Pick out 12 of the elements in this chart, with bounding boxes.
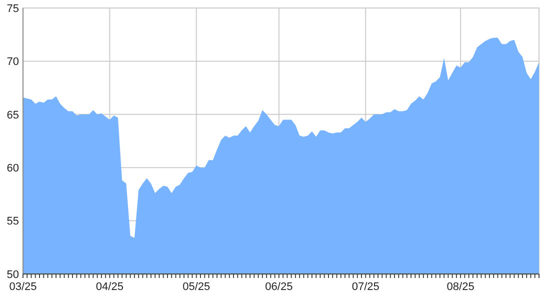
x-tick-label: 07/25 (352, 281, 380, 293)
y-tick-label: 55 (6, 216, 19, 228)
x-tick-label: 05/25 (182, 281, 210, 293)
y-tick-label: 70 (6, 56, 19, 68)
x-tick-label: 04/25 (96, 281, 124, 293)
x-tick-label: 08/25 (446, 281, 474, 293)
x-tick-label: 03/25 (9, 281, 37, 293)
x-tick-label: 06/25 (265, 281, 293, 293)
y-tick-label: 60 (6, 162, 19, 174)
y-tick-label: 65 (6, 109, 19, 122)
y-tick-label: 50 (6, 268, 19, 281)
y-tick-label: 75 (6, 2, 19, 15)
